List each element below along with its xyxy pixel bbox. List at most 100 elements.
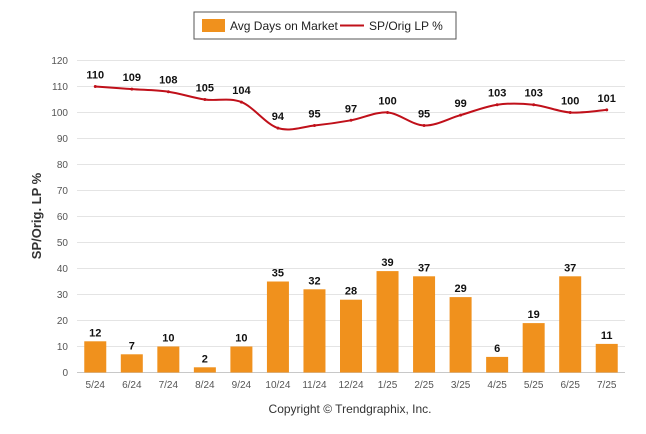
- x-tick-label: 12/24: [338, 380, 363, 391]
- bar: [376, 271, 399, 373]
- bar-data-label: 29: [454, 283, 466, 295]
- line-point: [276, 126, 280, 130]
- x-tick-label: 9/24: [232, 380, 252, 391]
- line-data-label: 109: [123, 72, 141, 84]
- line-data-label: 94: [272, 111, 285, 123]
- y-axis-ticks: 0 10 20 30 40 50 60 70 80 90 100 110 120: [51, 56, 68, 379]
- bar: [303, 289, 326, 373]
- bar: [157, 346, 180, 373]
- bar: [522, 323, 545, 373]
- x-tick-label: 5/24: [86, 380, 106, 391]
- bar-labels: 12 7 10 2 10 35 32 28 39 37 29 6 19 37 11: [89, 257, 612, 365]
- bar: [340, 299, 362, 373]
- line-data-label: 103: [488, 88, 506, 100]
- line-point: [386, 111, 390, 114]
- bar-data-label: 7: [129, 340, 135, 352]
- line-data-label: 100: [378, 96, 396, 108]
- y-tick-label: 0: [62, 368, 68, 379]
- bar: [230, 346, 253, 373]
- bar-data-label: 39: [381, 257, 393, 269]
- legend-swatch-bar: [202, 19, 225, 32]
- line-data-label: 110: [86, 70, 104, 82]
- x-tick-label: 7/24: [159, 380, 179, 391]
- y-tick-label: 30: [57, 290, 69, 301]
- line-data-label: 95: [418, 109, 430, 121]
- line-point: [605, 108, 609, 112]
- line-labels: 110 109 108 105 104 94 95 97 100 95 99 103 103 100 101: [86, 70, 616, 124]
- bar-data-label: 12: [89, 327, 101, 339]
- y-tick-label: 120: [51, 56, 68, 67]
- line-data-label: 103: [524, 88, 542, 100]
- line-point: [349, 118, 353, 122]
- bar: [84, 341, 107, 373]
- bar: [559, 276, 582, 373]
- bar: [193, 367, 216, 373]
- x-tick-label: 5/25: [524, 380, 544, 391]
- x-tick-label: 3/25: [451, 380, 471, 391]
- line-data-label: 105: [196, 83, 214, 95]
- line-data-label: 104: [232, 85, 251, 97]
- bar-data-label: 28: [345, 286, 357, 298]
- y-tick-label: 110: [52, 82, 68, 93]
- y-tick-label: 10: [57, 342, 69, 353]
- y-tick-label: 50: [57, 238, 69, 249]
- x-tick-label: 7/25: [597, 380, 617, 391]
- line-point: [532, 103, 536, 107]
- line-series: [93, 85, 609, 131]
- legend: Avg Days on Market SP/Orig LP %: [193, 11, 457, 40]
- bars: [84, 271, 618, 373]
- bar-data-label: 19: [528, 309, 540, 321]
- bar-data-label: 37: [418, 262, 430, 274]
- line-data-label: 95: [308, 109, 320, 121]
- line-point: [422, 124, 426, 127]
- x-axis-ticks: 5/24 6/24 7/24 8/24 9/24 10/24 11/24 12/24 1/25 2…: [86, 380, 617, 391]
- bar-data-label: 37: [564, 262, 576, 274]
- line-point: [93, 85, 97, 88]
- bar-data-label: 6: [494, 343, 500, 355]
- line-point: [239, 100, 243, 104]
- line-point: [130, 87, 134, 91]
- x-tick-label: 6/25: [560, 380, 580, 391]
- x-tick-label: 4/25: [487, 380, 507, 391]
- y-tick-label: 90: [57, 134, 69, 145]
- line-point: [203, 98, 207, 101]
- bar: [413, 276, 436, 373]
- line-data-label: 100: [561, 96, 579, 108]
- bar: [595, 343, 618, 373]
- bar-data-label: 32: [308, 275, 320, 287]
- legend-label-line: SP/Orig LP %: [369, 19, 443, 33]
- y-tick-label: 80: [57, 160, 69, 171]
- bar: [486, 356, 509, 373]
- bar-data-label: 35: [272, 268, 284, 280]
- legend-box: [193, 11, 457, 40]
- y-tick-label: 70: [57, 186, 69, 197]
- x-tick-label: 10/24: [265, 380, 290, 391]
- bar-data-label: 2: [202, 353, 208, 365]
- line-data-label: 97: [345, 103, 357, 115]
- legend-label-bar: Avg Days on Market: [230, 19, 338, 33]
- line-data-label: 99: [454, 98, 466, 110]
- x-tick-label: 6/24: [122, 380, 142, 391]
- line-point: [459, 113, 463, 117]
- y-tick-label: 60: [57, 212, 69, 223]
- bar: [266, 281, 289, 373]
- x-tick-label: 8/24: [195, 380, 215, 391]
- y-tick-label: 40: [57, 264, 69, 275]
- bar: [120, 354, 143, 373]
- bar-data-label: 10: [235, 333, 247, 345]
- line-data-label: 101: [598, 93, 616, 105]
- bar-data-label: 11: [601, 330, 613, 342]
- line-point: [166, 90, 170, 94]
- x-tick-label: 11/24: [302, 380, 327, 391]
- x-tick-label: 2/25: [414, 380, 434, 391]
- y-tick-label: 20: [57, 316, 69, 327]
- line-point: [568, 111, 572, 114]
- line-data-label: 108: [159, 75, 177, 87]
- bar: [449, 297, 472, 373]
- x-tick-label: 1/25: [378, 380, 398, 391]
- line-point: [495, 103, 499, 107]
- bar-data-label: 10: [162, 333, 174, 345]
- copyright-text: Copyright © Trendgraphix, Inc.: [269, 402, 432, 416]
- y-axis-title: SP/Orig. LP %: [29, 172, 44, 259]
